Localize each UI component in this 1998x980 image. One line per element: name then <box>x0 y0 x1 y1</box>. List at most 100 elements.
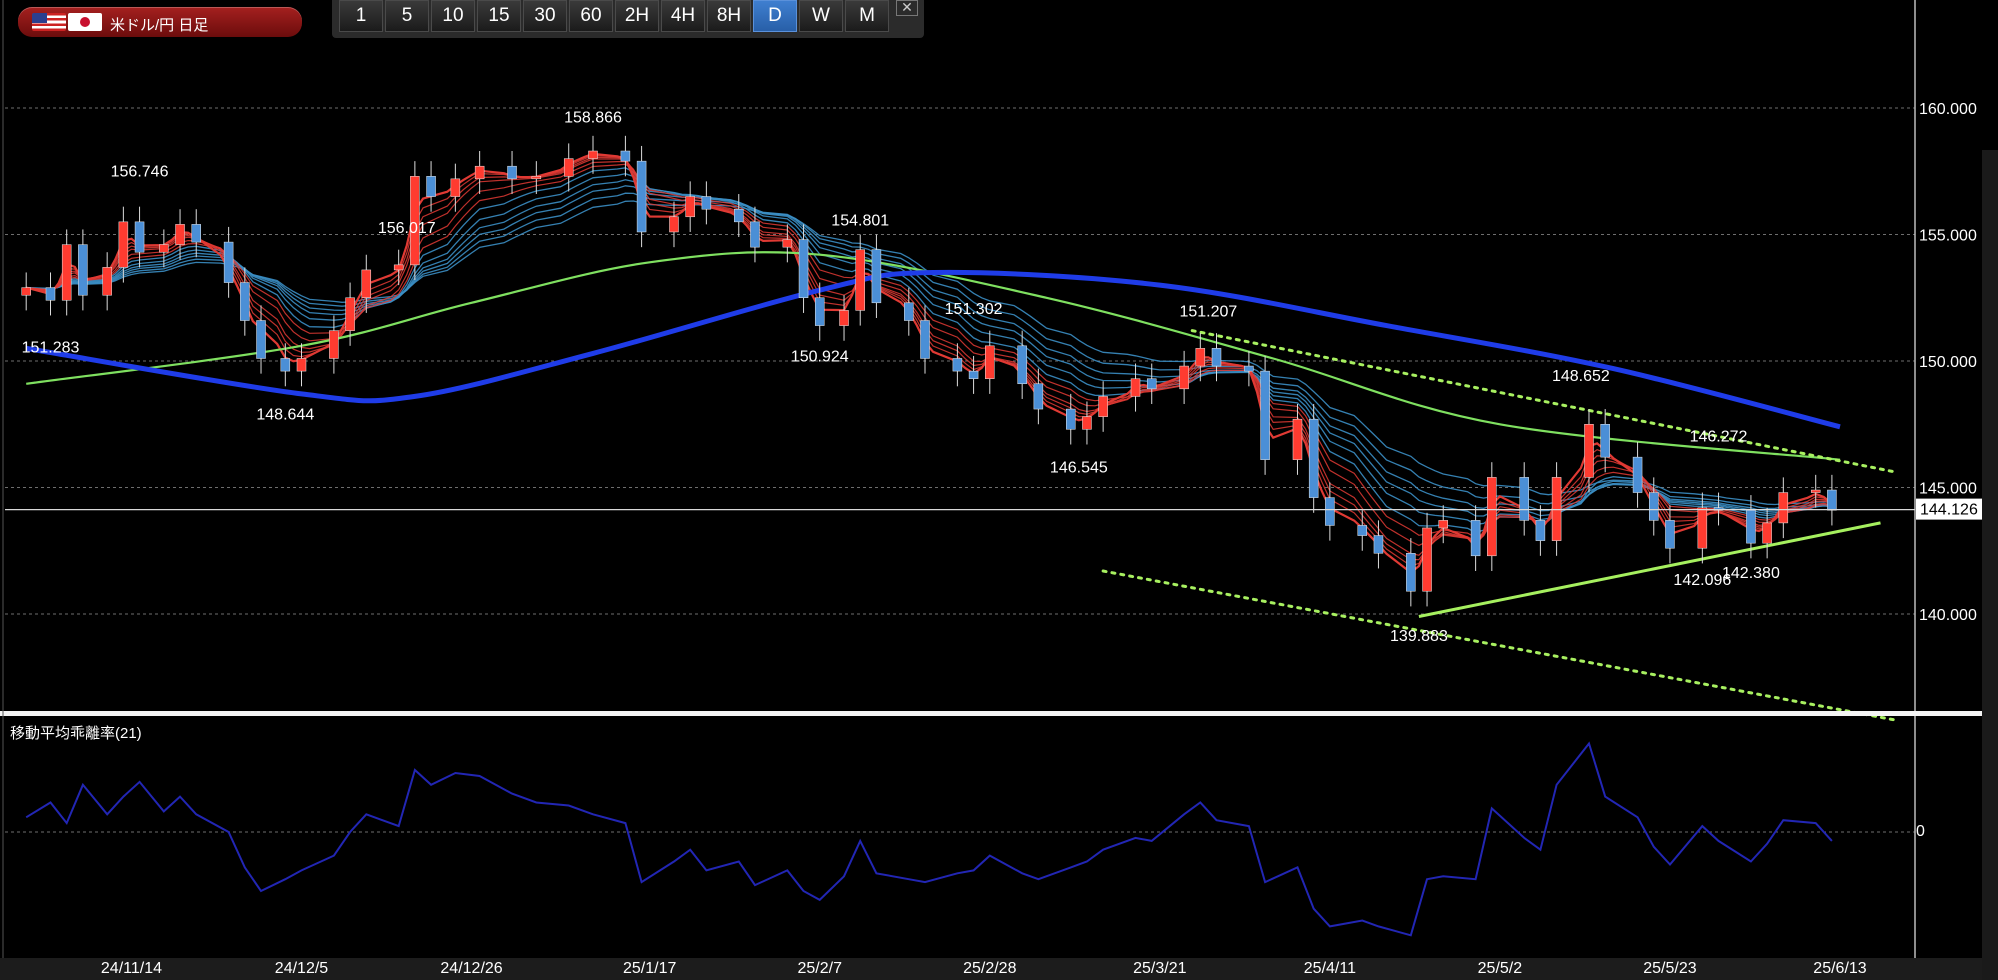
bullish-candle <box>61 244 72 301</box>
jp-flag-icon <box>68 13 102 31</box>
price-annotation: 142.096 <box>1673 572 1731 589</box>
bearish-candle <box>1519 477 1529 521</box>
bearish-candle <box>1665 520 1675 549</box>
bullish-candle <box>685 196 695 218</box>
scroll-edge[interactable] <box>1982 150 1998 980</box>
lower-channel-line[interactable] <box>1101 569 1899 722</box>
bearish-candle <box>636 160 647 233</box>
bearish-candle <box>952 358 963 372</box>
current-price-badge <box>1916 498 1984 520</box>
price-annotation: 146.545 <box>1050 459 1108 476</box>
timeframe-bar: 1 5 10 15 30 60 2H 4H 8H D W M <box>332 0 924 38</box>
bearish-candle <box>1535 520 1546 541</box>
bearish-candle <box>1308 418 1319 498</box>
bearish-candle <box>45 287 56 301</box>
bearish-candle <box>814 297 825 326</box>
bullish-candle <box>118 221 129 268</box>
ma-and-trendlines <box>25 251 1899 722</box>
time-tick-label: 25/6/13 <box>1813 960 1866 977</box>
top-toolbar: 米ドル/円 日足 1 5 10 15 30 60 2H 4H 8H D W M … <box>0 0 1998 40</box>
bullish-candle <box>1487 477 1497 557</box>
bullish-candle <box>159 244 169 253</box>
bullish-candle <box>361 269 372 299</box>
timeframe-15m-button[interactable]: 15 <box>477 0 521 32</box>
bearish-candle <box>1146 378 1157 390</box>
long-ma-line <box>25 269 1841 430</box>
time-tick-label: 25/5/2 <box>1478 960 1523 977</box>
candlesticks <box>21 135 1837 607</box>
bearish-candle <box>750 221 760 248</box>
bearish-candle <box>798 239 809 298</box>
time-axis-strip <box>0 958 1998 980</box>
bearish-candle <box>240 282 250 321</box>
timeframe-5m-button[interactable]: 5 <box>385 0 429 32</box>
price-annotation: 148.644 <box>256 406 314 423</box>
price-annotation: 154.801 <box>831 213 889 230</box>
bullish-candle <box>329 330 339 359</box>
bullish-candle <box>1082 416 1092 430</box>
support-trendline[interactable] <box>1418 521 1881 618</box>
price-annotation: 139.883 <box>1390 628 1448 645</box>
bearish-candle <box>134 221 145 253</box>
upper-channel-line[interactable] <box>1190 329 1899 474</box>
price-annotation: 156.017 <box>378 220 436 237</box>
pane-separator[interactable] <box>0 711 1998 716</box>
deviation-zero-label: 0 <box>1916 823 1925 840</box>
bullish-candle <box>474 165 485 180</box>
deviation-pane: 移動平均乖離率(21) 0 <box>10 724 1925 937</box>
bullish-candle <box>1438 520 1448 529</box>
bearish-candle <box>280 358 291 372</box>
time-tick-label: 24/12/26 <box>440 960 502 977</box>
bullish-candle <box>1179 365 1189 390</box>
us-flag-icon <box>32 13 66 31</box>
bullish-candle <box>839 310 849 326</box>
bearish-candle <box>426 176 436 197</box>
bullish-candle <box>450 178 461 197</box>
bearish-candle <box>1600 424 1610 458</box>
current-price-label: 144.126 <box>1920 502 1978 519</box>
bullish-candle <box>782 239 793 248</box>
bullish-candle <box>563 158 574 177</box>
price-tick-label: 155.000 <box>1919 228 1977 245</box>
timeframe-4h-button[interactable]: 4H <box>661 0 705 32</box>
bullish-candle <box>296 358 307 372</box>
timeframe-day-button[interactable]: D <box>753 0 797 32</box>
bullish-candle <box>21 287 31 296</box>
bullish-candle <box>669 216 679 233</box>
blue-ribbon-line <box>26 173 1832 526</box>
bullish-candle <box>1195 348 1206 367</box>
time-tick-label: 24/12/5 <box>275 960 328 977</box>
timeframe-10m-button[interactable]: 10 <box>431 0 475 32</box>
timeframe-8h-button[interactable]: 8H <box>707 0 751 32</box>
currency-pair-selector[interactable]: 米ドル/円 日足 <box>18 7 302 37</box>
time-tick-label: 25/5/23 <box>1643 960 1696 977</box>
timeframe-30m-button[interactable]: 30 <box>523 0 567 32</box>
bullish-candle <box>410 176 420 266</box>
bullish-candle <box>1098 396 1108 417</box>
timeframe-month-button[interactable]: M <box>845 0 889 32</box>
bearish-candle <box>1713 507 1724 511</box>
price-tick-label: 145.000 <box>1919 481 1977 498</box>
bullish-candle <box>1422 527 1432 592</box>
bullish-candle <box>345 297 355 331</box>
bearish-candle <box>1406 553 1416 592</box>
bearish-candle <box>968 370 979 379</box>
bearish-candle <box>1260 370 1270 460</box>
time-tick-label: 25/3/21 <box>1133 960 1186 977</box>
time-tick-label: 25/4/11 <box>1304 960 1356 977</box>
timeframe-60m-button[interactable]: 60 <box>569 0 613 32</box>
bearish-candle <box>1325 497 1335 526</box>
bearish-candle <box>1373 535 1384 554</box>
price-annotation: 142.380 <box>1722 565 1780 582</box>
close-icon[interactable]: ✕ <box>896 0 918 16</box>
bearish-candle <box>191 224 201 243</box>
timeframe-1m-button[interactable]: 1 <box>339 0 383 32</box>
price-tick-label: 150.000 <box>1919 354 1977 371</box>
bullish-candle <box>855 249 865 311</box>
price-tick-label: 160.000 <box>1919 101 1977 118</box>
price-annotations: 151.283 156.746 148.644 156.017 158.866 150.9… <box>22 110 1780 645</box>
time-tick-label: 25/2/28 <box>963 960 1016 977</box>
timeframe-week-button[interactable]: W <box>799 0 843 32</box>
timeframe-2h-button[interactable]: 2H <box>615 0 659 32</box>
